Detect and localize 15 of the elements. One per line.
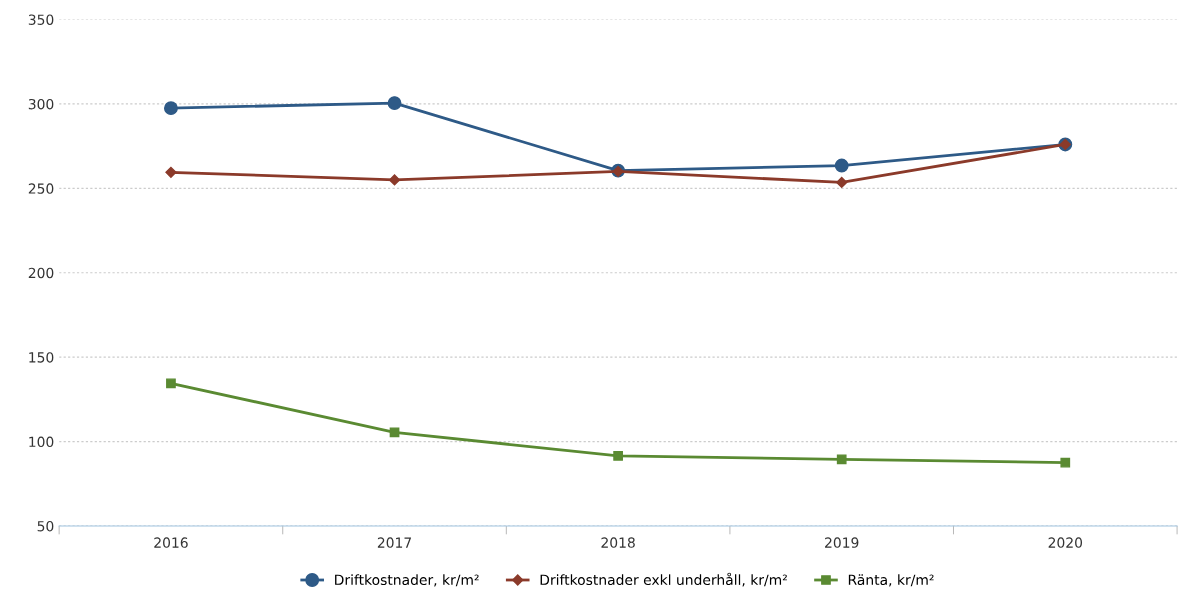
y-tick-label: 100: [29, 436, 54, 448]
y-tick-label: 300: [28, 98, 54, 110]
x-tick-label: 2019: [825, 537, 859, 548]
legend-label: Ränta, kr/m²: [848, 574, 934, 587]
y-tick-label: 200: [28, 267, 54, 279]
legend-label: Driftkostnader exkl underhåll, kr/m²: [540, 572, 787, 587]
y-tick-label: 350: [28, 14, 54, 25]
legend-label: Driftkostnader, kr/m²: [335, 574, 479, 587]
y-tick-label: 250: [28, 183, 54, 194]
x-tick-label: 2016: [154, 537, 188, 548]
x-tick-label: 2018: [601, 537, 635, 548]
y-tick-label: 50: [37, 520, 54, 532]
y-tick-label: 150: [29, 352, 54, 363]
x-tick-label: 2017: [377, 537, 412, 548]
x-tick-label: 2020: [1048, 537, 1083, 548]
